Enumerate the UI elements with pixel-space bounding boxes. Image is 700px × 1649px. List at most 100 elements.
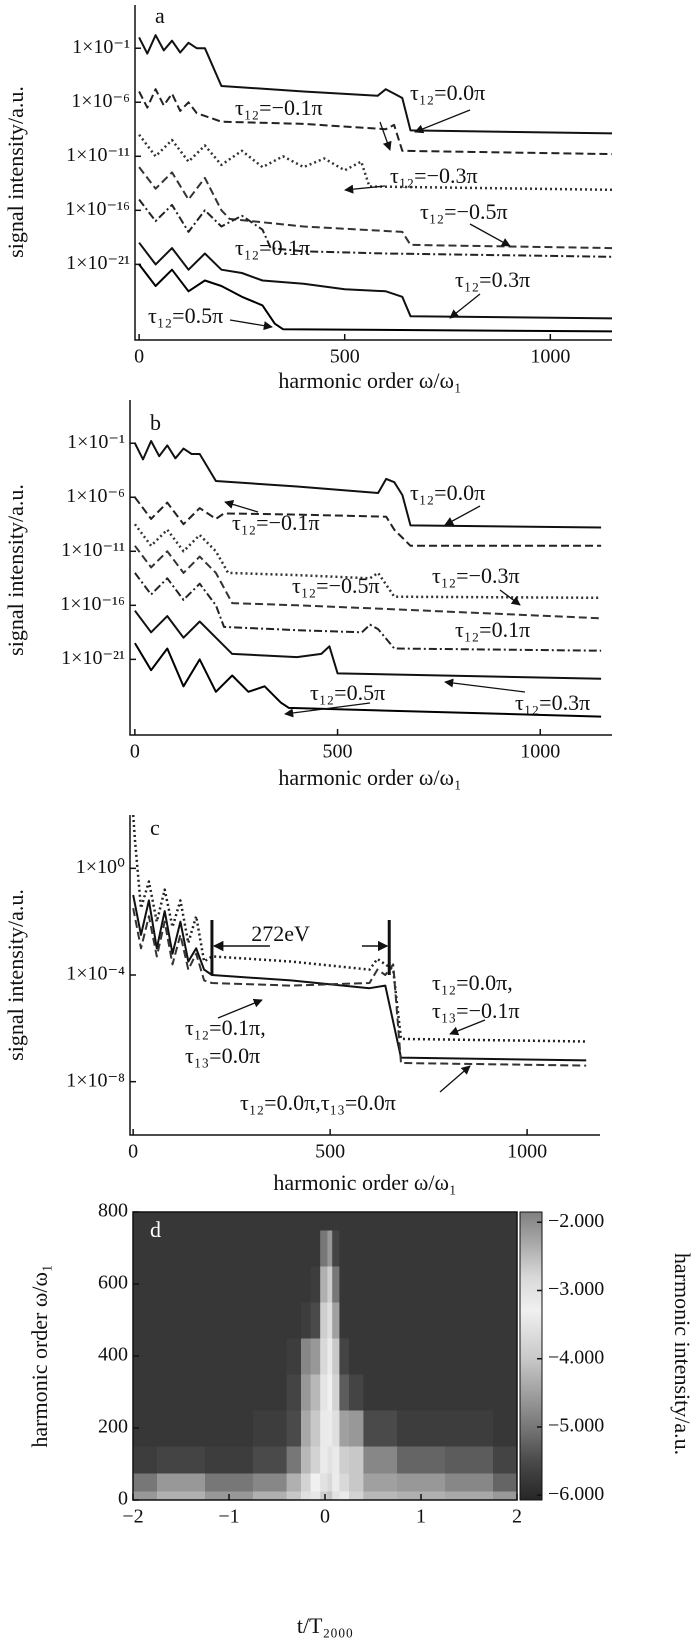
heat-cell <box>493 1266 518 1303</box>
series-label: τ₁₂=−0.1π <box>232 510 320 535</box>
series-label: τ₁₂=0.0π, τ₁₃=−0.1π <box>432 970 520 1023</box>
series-line <box>138 198 612 258</box>
series-line <box>134 610 602 680</box>
heat-cell <box>349 1446 364 1474</box>
heat-cell <box>349 1212 364 1231</box>
heat-cell <box>320 1374 328 1411</box>
heat-cell <box>320 1212 328 1231</box>
series-label: τ₁₂=0.0π <box>410 80 485 105</box>
y-tick-label: 600 <box>98 1272 128 1294</box>
heat-cell <box>349 1266 364 1303</box>
series-label: τ₁₂=0.1π <box>235 235 310 260</box>
label-arrow <box>229 319 273 331</box>
series-line <box>138 34 612 135</box>
heat-cell <box>327 1230 333 1267</box>
series-line <box>134 545 602 620</box>
heat-cell <box>205 1410 254 1447</box>
y-tick-label: 1×10⁻²¹ <box>66 252 130 274</box>
heat-cell <box>157 1491 206 1501</box>
heat-cell <box>205 1338 254 1375</box>
series-line <box>138 133 612 192</box>
heat-cell <box>332 1338 340 1375</box>
heat-cell <box>363 1446 398 1474</box>
heat-cell <box>493 1302 518 1339</box>
y-axis-title: signal intensity/a.u. <box>3 86 28 258</box>
y-tick-label: 1×10⁻¹ <box>72 36 130 58</box>
heat-cell <box>363 1302 398 1339</box>
heat-cell <box>301 1338 312 1375</box>
heat-cell <box>349 1338 364 1375</box>
y-axis-title: signal intensity/a.u. <box>3 889 28 1061</box>
heat-cell <box>327 1266 333 1303</box>
heat-cell <box>493 1230 518 1267</box>
heat-cell <box>339 1230 350 1267</box>
y-tick-label: 1×10⁻⁴ <box>66 963 125 985</box>
colorbar-tick-label: −5.000 <box>548 1415 604 1437</box>
heat-cell <box>349 1230 364 1267</box>
heat-cell <box>157 1338 206 1375</box>
heat-cell <box>445 1338 494 1375</box>
heat-cell <box>363 1230 398 1267</box>
x-tick-label: 0 <box>128 1141 138 1163</box>
heat-cell <box>320 1410 328 1447</box>
axis-line <box>134 5 612 341</box>
heat-cell <box>320 1473 328 1492</box>
y-tick-label: 1×10⁻¹⁶ <box>60 593 125 615</box>
panel-letter: d <box>150 1217 161 1242</box>
series-label: τ₁₂=−0.5π <box>420 199 508 224</box>
heat-cell <box>327 1302 333 1339</box>
heat-cell <box>397 1374 446 1411</box>
heat-cell <box>253 1212 288 1231</box>
heat-cell <box>157 1212 206 1231</box>
series-label: τ₁₂=−0.1π <box>235 95 323 120</box>
colorbar <box>519 1211 543 1501</box>
heat-cell <box>253 1266 288 1303</box>
heat-cell <box>133 1491 158 1501</box>
label-arrow <box>499 589 521 606</box>
heat-cell <box>445 1473 494 1492</box>
label-arrow <box>444 678 526 693</box>
series-label: τ₁₂=0.1π, τ₁₃=0.0π <box>185 1015 266 1068</box>
heat-cell <box>397 1212 446 1231</box>
heat-cell <box>320 1230 328 1267</box>
label-arrow <box>284 702 371 718</box>
x-tick-label: −1 <box>218 1506 239 1528</box>
label-arrow <box>344 184 386 194</box>
heat-cell <box>205 1374 254 1411</box>
label-arrow <box>449 293 481 319</box>
heat-cell <box>445 1410 494 1447</box>
y-axis-title: signal intensity/a.u. <box>3 484 28 656</box>
series-label: τ₁₂=−0.3π <box>390 163 478 188</box>
series-line <box>132 894 587 1062</box>
colorbar-tick-label: −3.000 <box>548 1278 604 1300</box>
heat-cell <box>397 1338 446 1375</box>
heat-cell <box>157 1230 206 1267</box>
heat-cell <box>397 1302 446 1339</box>
heat-cell <box>493 1338 518 1375</box>
x-tick-label: 0 <box>130 741 140 763</box>
heat-cell <box>339 1491 350 1501</box>
heat-cell <box>301 1473 312 1492</box>
heat-cell <box>327 1338 333 1375</box>
heat-cell <box>310 1374 321 1411</box>
heat-cell <box>310 1491 321 1501</box>
series-line <box>138 166 612 250</box>
y-tick-label: 1×10⁻⁸ <box>66 1069 125 1091</box>
series-label: τ₁₂=0.3π <box>455 267 530 292</box>
y-tick-label: 800 <box>98 1200 128 1222</box>
heat-cell <box>349 1491 364 1501</box>
colorbar-title: harmonic intensity/a.u. <box>670 1253 695 1455</box>
series-line <box>134 496 602 547</box>
heat-cell <box>332 1410 340 1447</box>
heat-cell <box>205 1302 254 1339</box>
heat-cell <box>301 1446 312 1474</box>
annotation: 272eV <box>251 921 310 946</box>
heat-cell <box>493 1491 518 1501</box>
series-line <box>131 815 587 1043</box>
heat-cell <box>332 1491 340 1501</box>
x-tick-label: 1000 <box>530 346 570 368</box>
y-tick-label: 1×10⁻⁶ <box>71 90 130 112</box>
heat-cell <box>339 1302 350 1339</box>
series-line <box>133 523 602 600</box>
heat-cell <box>493 1212 518 1231</box>
